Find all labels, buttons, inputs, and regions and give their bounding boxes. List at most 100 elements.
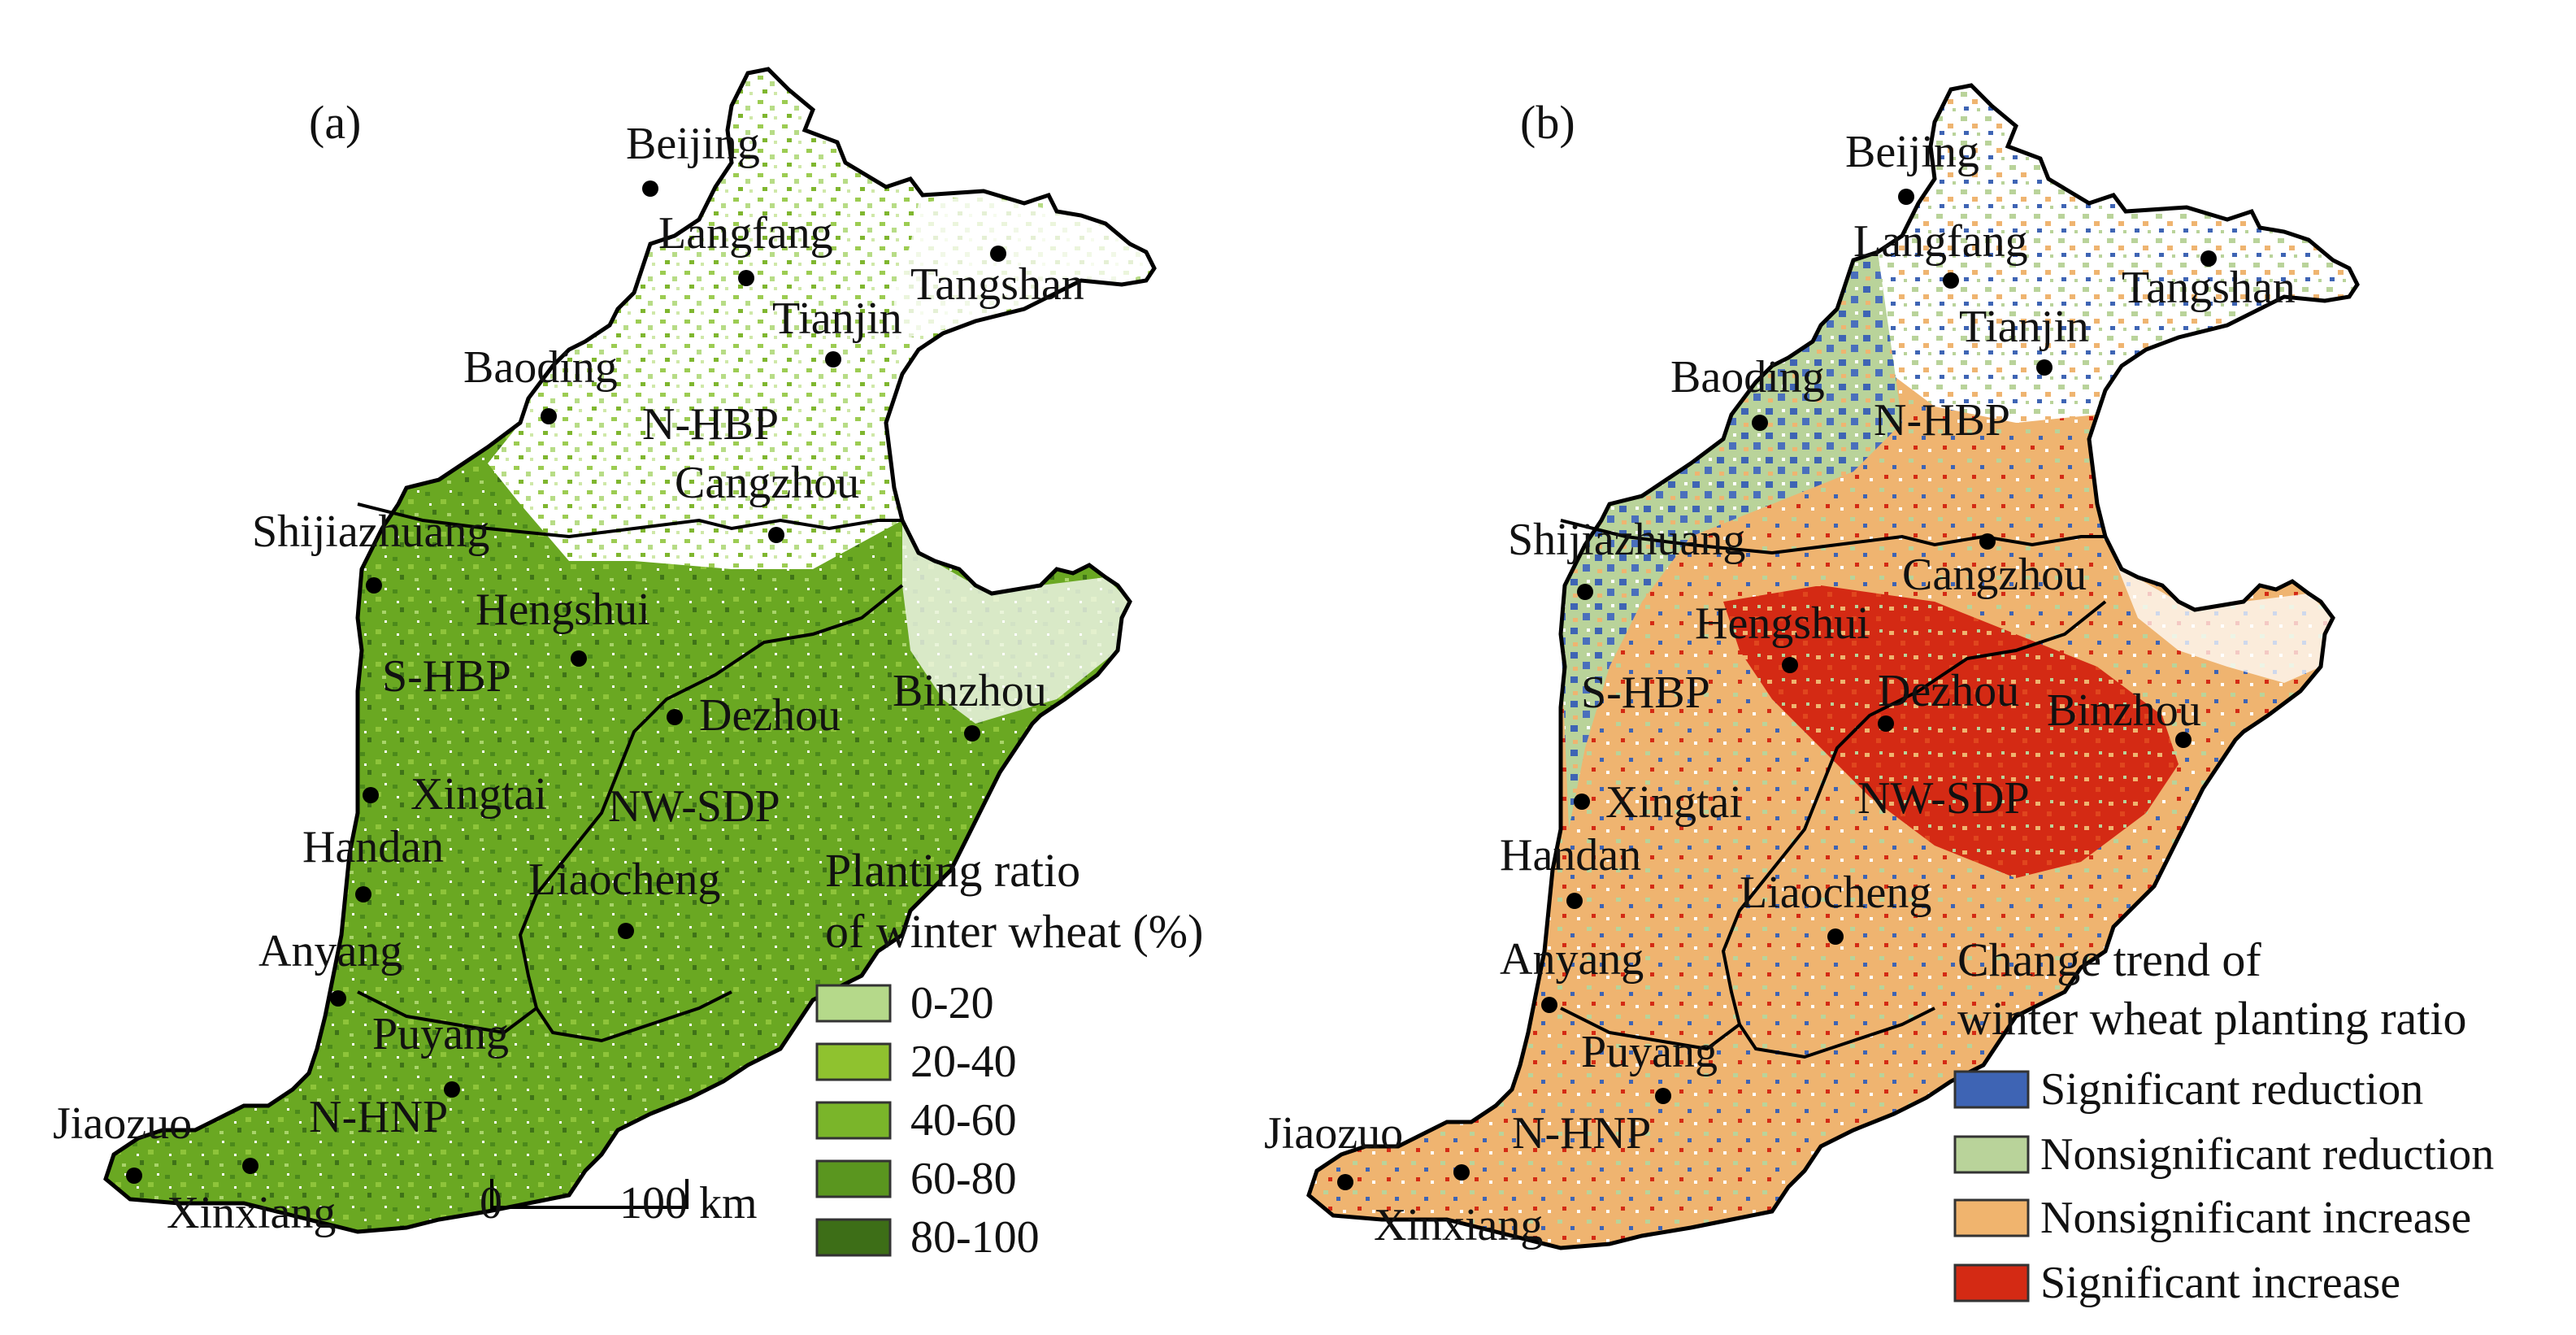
legend-a-item: 60-80	[815, 1154, 1017, 1204]
legend-a-item: 80-100	[815, 1212, 1040, 1263]
region-label-nhbp: N-HBP	[642, 399, 779, 450]
city-label-liaocheng: Liaocheng	[528, 854, 720, 905]
legend-b-swatch-2	[1953, 1198, 2030, 1237]
city-label-langfang: Langfang	[658, 208, 833, 259]
panel-b-boundary-nwsdp	[1738, 1007, 1935, 1059]
legend-a-title-line1: Planting ratio	[825, 844, 1080, 897]
panel-a-map	[106, 69, 1154, 1232]
panel-b-binzhou-area	[2105, 537, 2333, 683]
legend-b-label-1: Nonsignificant reduction	[2040, 1129, 2494, 1180]
city-dot-liaocheng	[618, 923, 634, 939]
legend-b-swatch-3	[1953, 1263, 2030, 1302]
panel-b-legend: Change trend of winter wheat planting ra…	[1953, 933, 2494, 1308]
city-dot-xinxiang-b	[1453, 1164, 1470, 1181]
city-dot-binzhou-b	[2175, 732, 2192, 748]
city-label-cangzhou-b: Cangzhou	[1902, 550, 2087, 600]
scale-bar-line	[490, 1179, 689, 1209]
panel-b-boundary-shbp	[1560, 600, 2107, 1051]
city-dot-tangshan-b	[2200, 250, 2217, 267]
city-label-cangzhou: Cangzhou	[675, 458, 859, 508]
legend-b-label-2: Nonsignificant increase	[2040, 1193, 2471, 1243]
legend-a-label-3: 60-80	[910, 1154, 1017, 1204]
legend-b-item: Significant reduction	[1953, 1064, 2423, 1115]
panel-a-legend: Planting ratio of winter wheat (%) 0-20 …	[815, 844, 1203, 1263]
legend-a-swatch-0	[815, 984, 892, 1023]
city-label-binzhou-b: Binzhou	[2047, 685, 2201, 736]
panel-b-region-labels: N-HBP S-HBP NW-SDP N-HNP	[1512, 395, 2030, 1159]
legend-b-label-0: Significant reduction	[2040, 1064, 2423, 1115]
city-label-hengshui-b: Hengshui	[1695, 598, 1870, 649]
region-label-nwsdp: NW-SDP	[608, 781, 780, 832]
panel-a-boundary-shbp	[357, 584, 904, 1035]
city-label-shijiazhuang-b: Shijiazhuang	[1508, 515, 1745, 565]
city-dot-baoding	[541, 408, 557, 424]
legend-b-title-line2: winter wheat planting ratio	[1957, 992, 2467, 1045]
city-dot-tianjin-b	[2036, 359, 2053, 376]
panel-a-coastal-area	[894, 195, 1154, 341]
city-dot-liaocheng-b	[1827, 928, 1844, 945]
scale-bar-start: 0	[480, 1178, 502, 1228]
legend-b-swatch-0	[1953, 1070, 2030, 1109]
city-label-anyang: Anyang	[258, 926, 402, 976]
city-label-dezhou-b: Dezhou	[1878, 666, 2019, 716]
city-dot-cangzhou-b	[1979, 533, 1996, 550]
city-dot-anyang-b	[1541, 997, 1557, 1013]
region-label-nhbp-b: N-HBP	[1874, 395, 2010, 446]
city-dot-langfang	[738, 270, 754, 286]
legend-a-label-2: 40-60	[910, 1095, 1017, 1146]
legend-a-item: 40-60	[815, 1095, 1017, 1146]
city-dot-tangshan	[990, 246, 1006, 262]
city-label-xingtai: Xingtai	[411, 769, 547, 820]
city-dot-beijing-b	[1898, 189, 1914, 205]
city-label-liaocheng-b: Liaocheng	[1740, 868, 1931, 918]
city-dot-xinxiang	[242, 1158, 258, 1174]
panel-a-boundary-nwsdp	[535, 990, 732, 1043]
legend-b-item: Nonsignificant increase	[1953, 1193, 2471, 1243]
panel-b-map	[1309, 85, 2357, 1248]
legend-b-title-line1: Change trend of	[1957, 933, 2261, 986]
legend-a-item: 0-20	[815, 978, 994, 1028]
legend-b-label-3: Significant increase	[2040, 1258, 2400, 1308]
panel-b-cities: Beijing Langfang Tangshan Tianjin Baodin…	[1264, 127, 2296, 1250]
legend-a-label-1: 20-40	[910, 1037, 1017, 1087]
city-dot-baoding-b	[1752, 415, 1768, 431]
city-dot-dezhou-b	[1878, 715, 1894, 732]
legend-a-swatch-4	[815, 1218, 892, 1257]
city-label-tangshan-b: Tangshan	[2122, 263, 2296, 313]
panel-b-hotspot-zone	[1723, 585, 2179, 878]
legend-a-swatch-1	[815, 1042, 892, 1081]
city-dot-puyang	[444, 1081, 460, 1098]
region-label-nwsdp-b: NW-SDP	[1857, 773, 2030, 824]
panel-b-label: (b)	[1520, 96, 1575, 149]
city-dot-shijiazhuang	[366, 577, 382, 594]
city-label-dezhou: Dezhou	[699, 690, 841, 741]
scale-bar-end: 100 km	[619, 1178, 758, 1228]
city-label-xingtai-b: Xingtai	[1605, 777, 1742, 828]
city-dot-anyang	[330, 990, 346, 1007]
legend-a-label-0: 0-20	[910, 978, 994, 1028]
city-dot-tianjin	[825, 351, 841, 367]
city-label-jiaozuo: Jiaozuo	[53, 1098, 192, 1149]
city-dot-xingtai	[363, 787, 379, 803]
city-dot-binzhou	[964, 725, 980, 741]
city-label-handan-b: Handan	[1500, 830, 1641, 881]
legend-a-title-line2: of winter wheat (%)	[825, 905, 1203, 958]
city-dot-hengshui	[571, 650, 587, 667]
city-label-langfang-b: Langfang	[1853, 216, 2028, 267]
panel-a-binzhou-area	[902, 520, 1130, 724]
panel-b-west-zone	[1561, 252, 1902, 829]
city-label-shijiazhuang: Shijiazhuang	[252, 507, 489, 557]
panel-a-region-labels: N-HBP S-HBP NW-SDP N-HNP	[309, 399, 780, 1142]
legend-a-swatch-2	[815, 1101, 892, 1140]
legend-b-swatch-1	[1953, 1135, 2030, 1174]
city-label-binzhou: Binzhou	[893, 666, 1047, 716]
legend-a-label-4: 80-100	[910, 1212, 1040, 1263]
city-label-tianjin: Tianjin	[772, 294, 902, 344]
city-label-puyang: Puyang	[372, 1009, 509, 1059]
legend-b-item: Significant increase	[1953, 1258, 2400, 1308]
region-label-nhnp-b: N-HNP	[1512, 1108, 1651, 1159]
city-dot-puyang-b	[1655, 1088, 1671, 1104]
city-label-tianjin-b: Tianjin	[1959, 302, 2089, 352]
